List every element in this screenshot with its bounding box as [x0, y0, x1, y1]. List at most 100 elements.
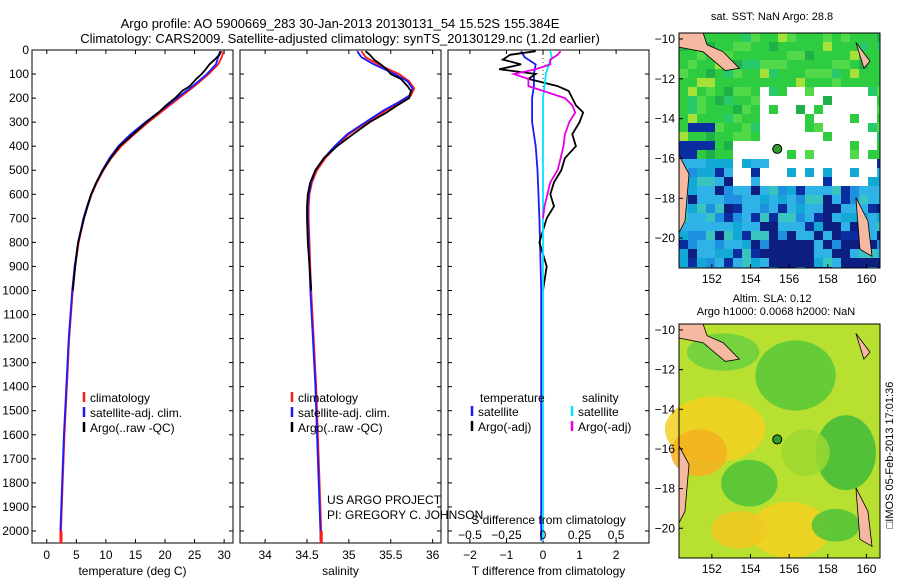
sst-cell	[769, 240, 778, 249]
sst-cell	[787, 204, 796, 213]
x-tick-label: −1	[500, 548, 514, 562]
sst-cell	[706, 60, 715, 69]
sst-cell	[697, 213, 706, 222]
sst-cell	[832, 258, 841, 267]
sst-cell	[751, 96, 760, 105]
sst-cell	[688, 123, 697, 132]
sst-cell	[850, 69, 859, 78]
depth-tick-label: 1600	[2, 428, 29, 442]
sst-cell	[805, 150, 814, 159]
sst-cell	[715, 195, 724, 204]
sst-cell	[796, 69, 805, 78]
sst-cell	[706, 249, 715, 258]
sst-cell	[850, 186, 859, 195]
sst-cell	[841, 195, 850, 204]
s-tick-label: 0	[540, 528, 547, 542]
sst-cell	[742, 249, 751, 258]
sst-cell	[751, 69, 760, 78]
sst-cell	[814, 123, 823, 132]
sst-cell	[733, 213, 742, 222]
sst-cell	[760, 240, 769, 249]
x-tick-label: 10	[99, 548, 113, 562]
profile-panel-3: −2 −1 0 1 2 T difference from climatology temp…	[447, 49, 650, 578]
sst-cell	[877, 87, 880, 96]
sst-cell	[778, 195, 787, 204]
sst-cell	[724, 105, 733, 114]
sst-cell	[688, 69, 697, 78]
sst-cell	[778, 258, 787, 267]
sst-cell	[823, 222, 832, 231]
sst-cell	[832, 78, 841, 87]
sst-cell	[697, 105, 706, 114]
x-tick-label: 0	[540, 548, 547, 562]
sst-cell	[733, 222, 742, 231]
sst-cell	[724, 222, 733, 231]
sst-cell	[724, 168, 733, 177]
sst-cell	[724, 51, 733, 60]
sst-cell	[841, 186, 850, 195]
sst-cell	[733, 231, 742, 240]
sst-cell	[877, 159, 880, 168]
sst-cell	[742, 186, 751, 195]
sst-cell	[805, 213, 814, 222]
map-y-tick-label: −10	[655, 32, 676, 46]
map-y-tick-label: −18	[655, 191, 676, 205]
map-y-tick-label: −18	[655, 482, 676, 496]
sst-cell	[850, 42, 859, 51]
x-tick-label: 36	[426, 548, 440, 562]
sst-cell	[733, 204, 742, 213]
sst-cell	[805, 231, 814, 240]
map-y-tick-label: −14	[655, 402, 676, 416]
sst-cell	[751, 240, 760, 249]
sst-cell	[742, 258, 751, 267]
sst-cell	[877, 105, 880, 114]
sst-cell	[832, 231, 841, 240]
sst-cell	[715, 168, 724, 177]
sst-cell	[751, 123, 760, 132]
sst-cell	[769, 186, 778, 195]
sst-cell	[796, 105, 805, 114]
x-tick-label: 35	[342, 548, 356, 562]
sst-cell	[742, 69, 751, 78]
panel-frame	[239, 49, 442, 544]
sst-cell	[697, 69, 706, 78]
x-tick-label: 2	[613, 548, 620, 562]
sst-cell	[868, 222, 877, 231]
sst-cell	[706, 159, 715, 168]
sst-cell	[823, 204, 832, 213]
sst-cell	[841, 249, 850, 258]
sst-cell	[796, 213, 805, 222]
sst-cell	[805, 249, 814, 258]
sst-cell	[778, 33, 787, 42]
sst-cell	[742, 114, 751, 123]
sst-cell	[796, 42, 805, 51]
sla-blob	[711, 511, 768, 549]
sst-cell	[814, 258, 823, 267]
sst-cell	[850, 204, 859, 213]
sst-cell	[679, 141, 688, 150]
x-axis-label: salinity	[322, 564, 359, 578]
sst-cell	[751, 195, 760, 204]
sst-cell	[877, 114, 880, 123]
sst-cell	[787, 150, 796, 159]
sst-cell	[859, 186, 868, 195]
series-line-t-satellite	[520, 50, 543, 541]
depth-tick-label: 2000	[2, 524, 29, 538]
sst-cell	[751, 168, 760, 177]
sst-cell	[868, 186, 877, 195]
depth-tick-label: 500	[9, 163, 29, 177]
sst-cell	[697, 150, 706, 159]
sst-cell	[697, 96, 706, 105]
sst-cell	[814, 195, 823, 204]
sst-cell	[688, 87, 697, 96]
sst-cell	[715, 186, 724, 195]
sst-cell	[715, 33, 724, 42]
sst-cell	[715, 213, 724, 222]
sst-cell	[679, 78, 688, 87]
sst-cell	[832, 249, 841, 258]
sst-cell	[715, 69, 724, 78]
sst-cell	[760, 231, 769, 240]
sla-blob	[721, 459, 778, 507]
sst-cell	[868, 177, 877, 186]
sst-cell	[697, 159, 706, 168]
